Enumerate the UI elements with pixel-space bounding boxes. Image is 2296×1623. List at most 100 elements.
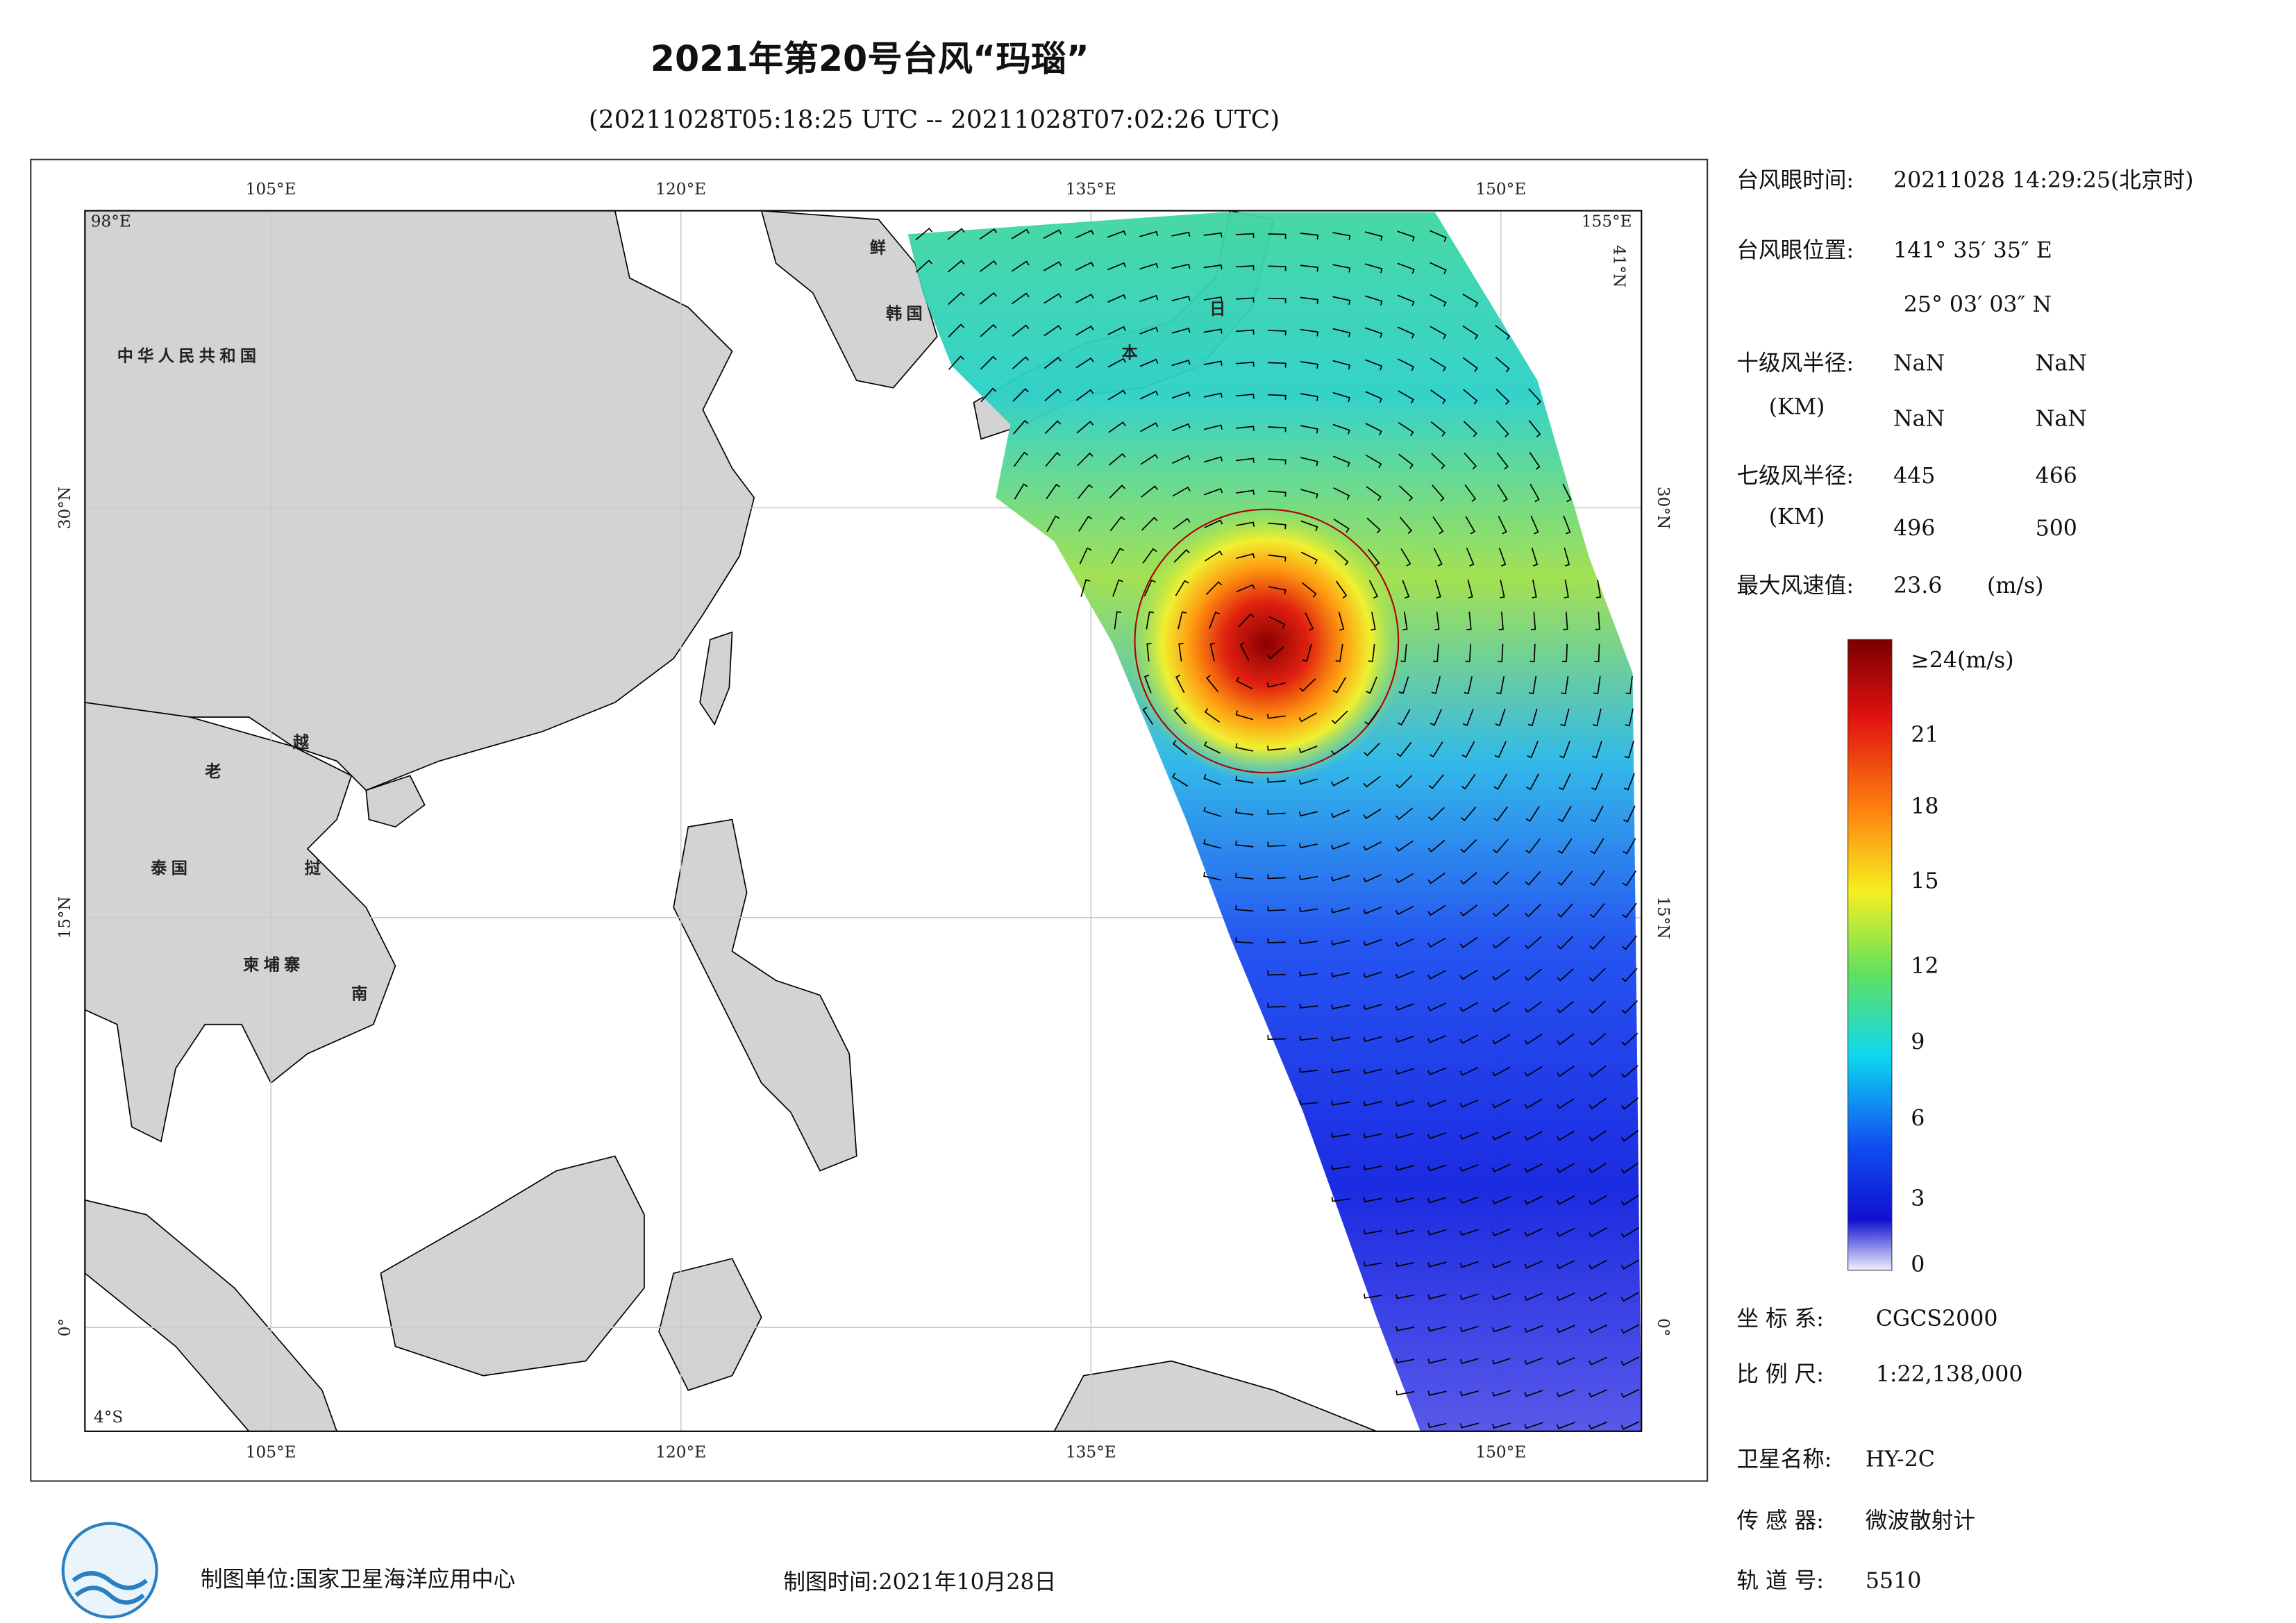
- wind-barb: [1268, 490, 1287, 497]
- wind-barb: [1427, 1293, 1447, 1300]
- wind-barb: [1139, 326, 1159, 335]
- wind-barb: [1500, 579, 1505, 599]
- wind-barb: [1235, 905, 1254, 912]
- wind-barb: [1077, 452, 1093, 466]
- wind-barb: [1206, 675, 1218, 692]
- wind-barb: [1203, 264, 1223, 270]
- wind-barb: [1559, 773, 1571, 791]
- wind-barb: [1235, 937, 1254, 944]
- wind-barb: [1431, 453, 1446, 469]
- subtitle: (20211028T05:18:25 UTC -- 20211028T07:02…: [589, 106, 1280, 134]
- value: CGCS2000: [1876, 1306, 1998, 1331]
- wind-barb: [1494, 741, 1507, 759]
- wind-barb: [947, 260, 965, 273]
- colorbar-label: 3: [1911, 1186, 1925, 1211]
- wind-radius: [1134, 508, 1400, 774]
- wind-barb: [948, 355, 964, 370]
- wind-barb: [1363, 1068, 1382, 1075]
- land-sumatra: [85, 1199, 337, 1431]
- land-china: [85, 210, 755, 791]
- wind-barbs: [915, 227, 1640, 1430]
- value: 20211028 14:29:25(北京时): [1893, 168, 2193, 193]
- wind-barb: [1203, 232, 1223, 238]
- wind-barb: [1464, 676, 1473, 695]
- wind-barb: [1530, 644, 1536, 662]
- wind-barb: [1625, 708, 1634, 727]
- wind-barb: [1396, 1390, 1415, 1396]
- wind-barb: [1427, 1326, 1447, 1332]
- wind-barb: [1395, 1068, 1414, 1075]
- wind-barb: [1139, 230, 1159, 237]
- wind-barb: [1395, 1132, 1415, 1139]
- wind-barb: [1491, 1099, 1511, 1109]
- wind-barb: [1563, 612, 1568, 630]
- wind-barb: [1396, 807, 1414, 821]
- wind-barb: [1114, 611, 1122, 630]
- wind-barb: [1012, 324, 1030, 337]
- value: NaN: [2036, 407, 2087, 432]
- wind-barb: [1398, 390, 1414, 404]
- value: 微波散射计: [1866, 1508, 1975, 1533]
- wind-barb: [1427, 1261, 1447, 1268]
- wind-barb: [1172, 740, 1188, 755]
- wind-barb: [1459, 1293, 1479, 1300]
- wind-barb: [1363, 1004, 1382, 1011]
- wind-barb: [1460, 839, 1477, 853]
- wind-barb: [1267, 841, 1286, 848]
- logo: [61, 1522, 158, 1619]
- wind-barb: [1107, 358, 1126, 368]
- wind-barb: [1427, 905, 1446, 916]
- wind-barb: [1459, 1164, 1479, 1172]
- wind-barb: [1493, 839, 1509, 854]
- value: NaN: [2036, 351, 2087, 376]
- wind-barb: [1495, 708, 1506, 727]
- wind-barb: [1459, 905, 1478, 917]
- wind-barb: [1524, 968, 1542, 982]
- wind-barb: [1460, 806, 1477, 821]
- wind-barb: [1203, 328, 1223, 334]
- wind-barb: [1525, 838, 1541, 854]
- lon-label: 120°E: [655, 180, 706, 199]
- wind-barb: [1531, 547, 1539, 566]
- wind-barb: [1524, 1066, 1543, 1077]
- wind-barb: [1459, 1034, 1479, 1044]
- wind-barb: [1300, 520, 1318, 532]
- wind-barb: [1530, 483, 1540, 503]
- wind-barb: [1236, 329, 1255, 335]
- wind-barb: [1462, 293, 1479, 308]
- wind-barb: [1589, 1162, 1607, 1174]
- corner-label: 41°N: [1610, 245, 1629, 287]
- wind-barb: [1043, 261, 1062, 271]
- wind-barb: [1178, 643, 1184, 662]
- wind-barb: [1463, 421, 1477, 437]
- wind-barb: [1331, 1004, 1350, 1009]
- wind-barb: [1235, 873, 1254, 880]
- wind-barb: [1557, 968, 1574, 982]
- wind-barb: [1203, 741, 1221, 754]
- value: 500: [2036, 516, 2077, 541]
- wind-barb: [1364, 295, 1383, 306]
- place-label: 越: [293, 733, 314, 752]
- wind-barb: [1400, 548, 1411, 566]
- wind-barb: [1204, 708, 1221, 723]
- wind-barb: [1363, 906, 1382, 915]
- wind-barb: [1589, 968, 1606, 982]
- wind-barb: [1491, 1163, 1511, 1172]
- wind-barb: [1298, 811, 1318, 817]
- wind-barb: [1427, 937, 1446, 948]
- wind-barb: [1399, 516, 1413, 535]
- wind-barb: [1172, 486, 1191, 497]
- wind-barb: [1268, 522, 1287, 530]
- wind-barb: [1556, 1292, 1575, 1302]
- wind-barb: [1078, 515, 1093, 532]
- label: 比 例 尺:: [1736, 1362, 1824, 1387]
- wind-barb: [1556, 1325, 1575, 1334]
- colorbar-label: 12: [1911, 954, 1938, 979]
- wind-barb: [1236, 297, 1255, 303]
- wind-barb: [1139, 358, 1159, 367]
- wind-barb: [1395, 873, 1414, 884]
- wind-barb: [1363, 971, 1382, 978]
- wind-barb: [1427, 1390, 1447, 1396]
- wind-barb: [1396, 1197, 1415, 1203]
- wind-barb: [1299, 907, 1318, 913]
